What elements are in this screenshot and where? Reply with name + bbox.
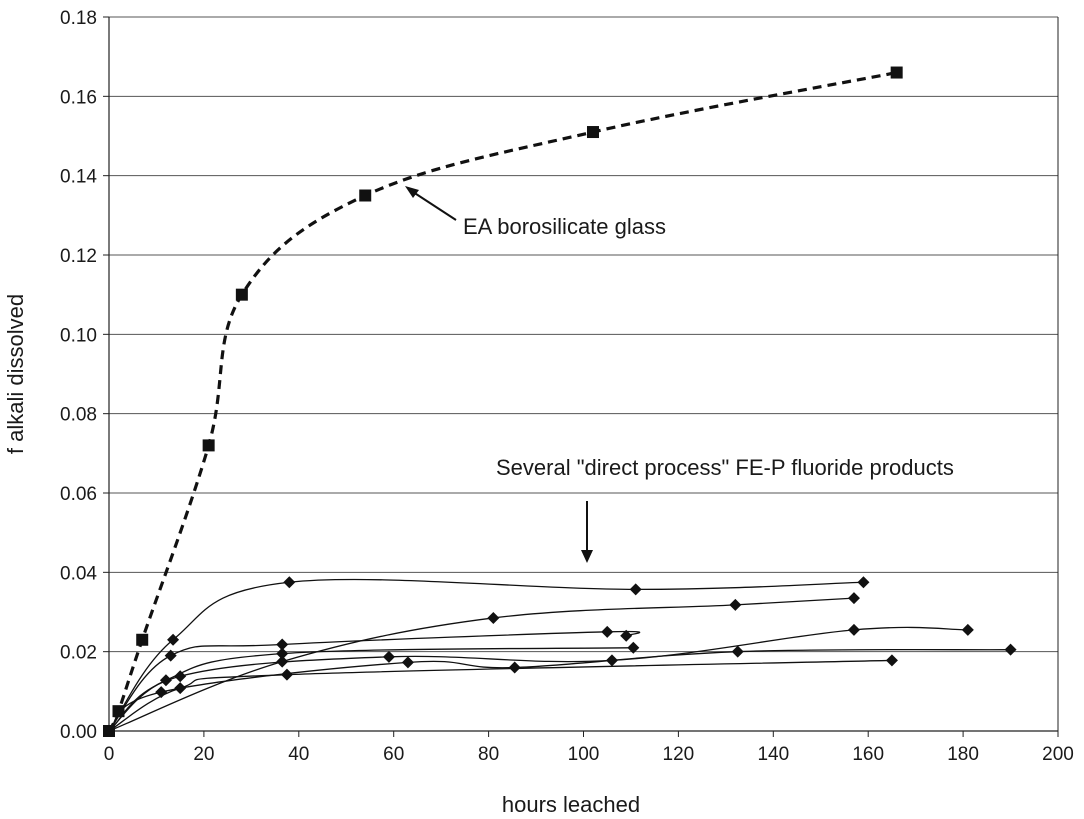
data-point-diamond <box>847 623 860 636</box>
data-point-diamond <box>729 598 742 611</box>
annotation-layer: EA borosilicate glass Several "direct pr… <box>405 186 954 563</box>
x-tick-label: 120 <box>663 744 695 765</box>
data-point-diamond <box>508 661 521 674</box>
annotation-ea-glass-label: EA borosilicate glass <box>463 214 666 239</box>
y-tick-label: 0.18 <box>60 8 97 29</box>
data-point-diamond <box>174 682 187 695</box>
data-point-diamond <box>847 592 860 605</box>
y-tick-label: 0.04 <box>60 563 97 584</box>
y-tick-label: 0.16 <box>60 87 97 108</box>
data-point-diamond <box>103 725 115 737</box>
y-tick-label: 0.06 <box>60 484 97 505</box>
x-ticks: 0 20 40 60 80 100 120 140 160 180 200 <box>104 731 1074 765</box>
data-point-diamond <box>164 649 177 662</box>
data-point-square <box>112 705 125 718</box>
x-axis-label: hours leached <box>502 792 640 817</box>
data-point-diamond <box>731 645 744 658</box>
data-point-diamond <box>159 674 172 687</box>
data-point-diamond <box>276 638 289 651</box>
data-point-diamond <box>280 668 293 681</box>
y-tick-label: 0.12 <box>60 246 97 267</box>
data-point-diamond <box>401 656 414 669</box>
x-tick-label: 40 <box>288 744 309 765</box>
series-line-3 <box>108 597 855 732</box>
data-point-diamond <box>1004 643 1017 656</box>
data-point-square <box>202 439 215 452</box>
data-point-square <box>586 126 599 139</box>
data-point-diamond <box>629 583 642 596</box>
data-point-diamond <box>155 686 168 699</box>
y-tick-label: 0.10 <box>60 325 97 346</box>
x-tick-label: 0 <box>104 744 115 765</box>
data-point-diamond <box>382 650 395 663</box>
x-tick-label: 180 <box>947 744 979 765</box>
annotation-ea-glass-arrow <box>409 189 457 221</box>
series-line-4 <box>108 630 641 732</box>
x-tick-label: 80 <box>478 744 499 765</box>
data-point-diamond <box>627 641 640 654</box>
series-line-1 <box>107 70 897 732</box>
y-tick-label: 0.00 <box>60 722 97 743</box>
data-point-square <box>136 633 149 646</box>
y-tick-label: 0.14 <box>60 167 97 188</box>
data-point-diamond <box>620 629 633 642</box>
data-point-diamond <box>601 625 614 638</box>
annotation-fep-products-label: Several "direct process" FE-P fluoride p… <box>496 455 954 480</box>
data-point-diamond <box>605 654 618 667</box>
axes <box>108 17 1059 732</box>
data-point-diamond <box>857 576 870 589</box>
y-axis-label: f alkali dissolved <box>3 294 28 454</box>
y-tick-label: 0.08 <box>60 405 97 426</box>
series-line-2 <box>108 578 864 732</box>
x-tick-label: 140 <box>757 744 789 765</box>
data-point-square <box>359 189 372 202</box>
y-tick-label: 0.02 <box>60 643 97 664</box>
annotation-ea-glass-arrowhead <box>405 186 419 198</box>
x-tick-label: 160 <box>852 744 884 765</box>
data-point-diamond <box>283 576 296 589</box>
series-line-5 <box>108 647 634 732</box>
y-ticks: 0.00 0.02 0.04 0.06 0.08 0.10 0.12 0.14 0.16 0.18 <box>60 8 109 743</box>
annotation-fep-products-arrowhead <box>581 550 593 563</box>
gridlines <box>109 16 1058 653</box>
x-tick-label: 60 <box>383 744 404 765</box>
data-point-diamond <box>167 633 180 646</box>
data-point-diamond <box>961 623 974 636</box>
data-point-diamond <box>276 647 289 660</box>
x-tick-label: 20 <box>193 744 214 765</box>
data-point-diamond <box>276 655 289 668</box>
x-tick-label: 100 <box>568 744 600 765</box>
data-point-diamond <box>885 654 898 667</box>
data-point-diamond <box>174 670 187 683</box>
series-layer <box>103 66 1017 737</box>
data-point-square <box>890 66 903 79</box>
data-point-square <box>235 288 248 301</box>
x-tick-label: 200 <box>1042 744 1074 765</box>
data-point-diamond <box>487 611 500 624</box>
series-line-8 <box>108 659 892 732</box>
